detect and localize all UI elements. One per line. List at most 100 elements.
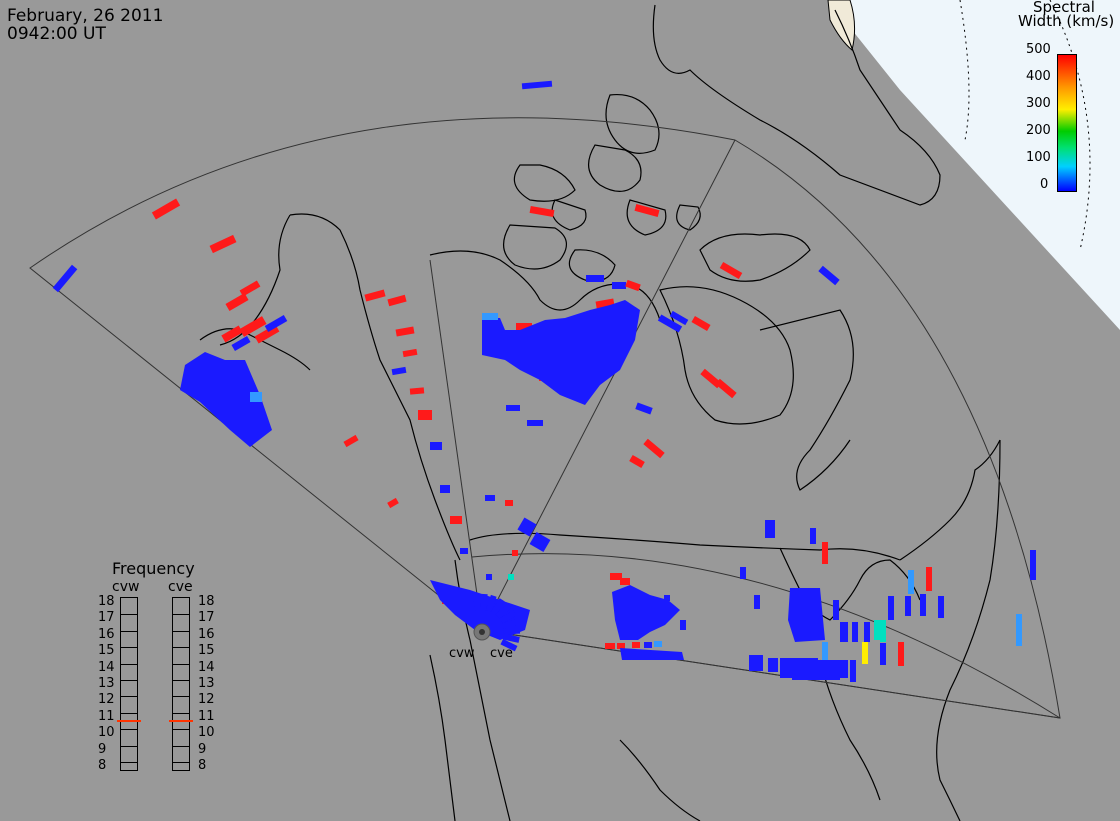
echo-cell (719, 261, 743, 280)
polar-cap-region (828, 0, 1120, 330)
frequency-gridline (121, 696, 137, 698)
echo-cluster (180, 352, 272, 447)
echo-cell (343, 434, 359, 448)
echo-cell (635, 402, 653, 415)
echo-cell (926, 567, 932, 591)
station-label-cvw: cvw (449, 646, 475, 661)
echo-cell (822, 642, 828, 660)
echo-cell (440, 485, 450, 493)
frequency-marker-cvw (117, 720, 141, 722)
frequency-gridline (173, 663, 189, 665)
echo-cell (460, 548, 468, 554)
echo-cell (920, 594, 926, 616)
echo-cell-near (500, 638, 518, 652)
frequency-gridline (121, 680, 137, 681)
echo-cell (680, 620, 686, 630)
echo-cell (521, 80, 553, 90)
frequency-scale-left-14: 14 (98, 659, 115, 675)
echo-cluster (250, 392, 262, 402)
echo-cell (508, 574, 514, 580)
radar-station-center (479, 629, 485, 635)
echo-cell (634, 204, 660, 217)
colorbar-tick-400: 400 (1026, 69, 1051, 84)
echo-cell (938, 596, 944, 618)
echo-cell (625, 279, 641, 292)
colorbar-tick-100: 100 (1026, 150, 1051, 165)
echo-cell (506, 405, 520, 411)
echo-cell (816, 660, 828, 680)
echo-cell-near (499, 610, 517, 624)
echo-cell (643, 438, 665, 459)
frequency-gridline (173, 647, 189, 649)
frequency-column-cvw (117, 597, 141, 771)
echo-cell (864, 622, 870, 642)
frequency-scale-left-11: 11 (98, 708, 115, 724)
echo-cell (657, 314, 683, 333)
echo-cell-near (472, 594, 482, 611)
echo-cell-near (491, 598, 505, 615)
echo-cell (225, 293, 249, 311)
echo-cluster (620, 648, 684, 660)
echo-cell (512, 550, 518, 556)
echo-cell (209, 234, 237, 254)
echo-cell (516, 323, 532, 330)
frequency-column-cve (169, 597, 193, 771)
echo-cell (888, 596, 894, 620)
echo-cluster (482, 313, 498, 320)
colorbar-tick-0: 0 (1040, 177, 1049, 192)
colorbar-title-line2: Width (km/s) (1018, 12, 1115, 30)
echo-cell (264, 314, 288, 333)
echo-cell (151, 198, 181, 220)
frequency-scale-right-10: 10 (198, 725, 215, 741)
frequency-scale-right-17: 17 (198, 610, 215, 626)
station-label-cve: cve (490, 646, 513, 661)
echo-cell (740, 567, 746, 579)
echo-cell (833, 600, 839, 620)
frequency-gridline (121, 762, 137, 763)
frequency-scale-right-11: 11 (198, 708, 215, 724)
echo-cell (430, 442, 442, 450)
frequency-gridline (173, 696, 189, 698)
polar-ice-patch (827, 0, 856, 51)
frequency-scale-right-16: 16 (198, 626, 215, 642)
echo-cell (818, 265, 840, 286)
echo-cell (620, 578, 630, 585)
echo-cell (852, 622, 858, 642)
echo-cell (768, 658, 778, 672)
echo-cell (1030, 550, 1036, 580)
frequency-scale-left-9: 9 (98, 741, 107, 757)
coastlines (199, 4, 1001, 821)
time-label: 0942:00 UT (7, 24, 106, 44)
echo-cell (529, 205, 555, 218)
echo-cell (527, 420, 543, 426)
frequency-scale-right-13: 13 (198, 676, 215, 691)
frequency-gridline (121, 614, 137, 616)
frequency-scale-left-12: 12 (98, 692, 115, 708)
echo-cell (450, 516, 462, 524)
echo-cell (874, 620, 880, 640)
echo-cluster (788, 588, 825, 642)
colorbar-tick-300: 300 (1026, 96, 1051, 111)
echo-cell (749, 655, 763, 671)
echo-cell (485, 495, 495, 501)
frequency-scale-left-15: 15 (98, 643, 115, 659)
echo-cell (391, 366, 407, 376)
echo-cell (517, 517, 537, 537)
echo-cell (822, 542, 828, 564)
echo-cell (754, 595, 760, 609)
frequency-gridline (173, 614, 189, 616)
frequency-scale-right-9: 9 (198, 741, 207, 757)
echo-cell (610, 573, 622, 580)
echo-cell (402, 348, 418, 358)
echo-cell-near (503, 627, 521, 635)
frequency-radar-label-cve: cve (168, 579, 193, 595)
frequency-gridline (121, 745, 137, 747)
echo-cell (765, 520, 775, 538)
echo-cell (898, 642, 904, 666)
colorbar-title-line1: Spectral (1033, 0, 1095, 16)
echo-cell-near (495, 603, 512, 619)
colorbar-tick-200: 200 (1026, 123, 1051, 138)
echo-cell (395, 326, 415, 337)
echo-cell (387, 497, 399, 509)
